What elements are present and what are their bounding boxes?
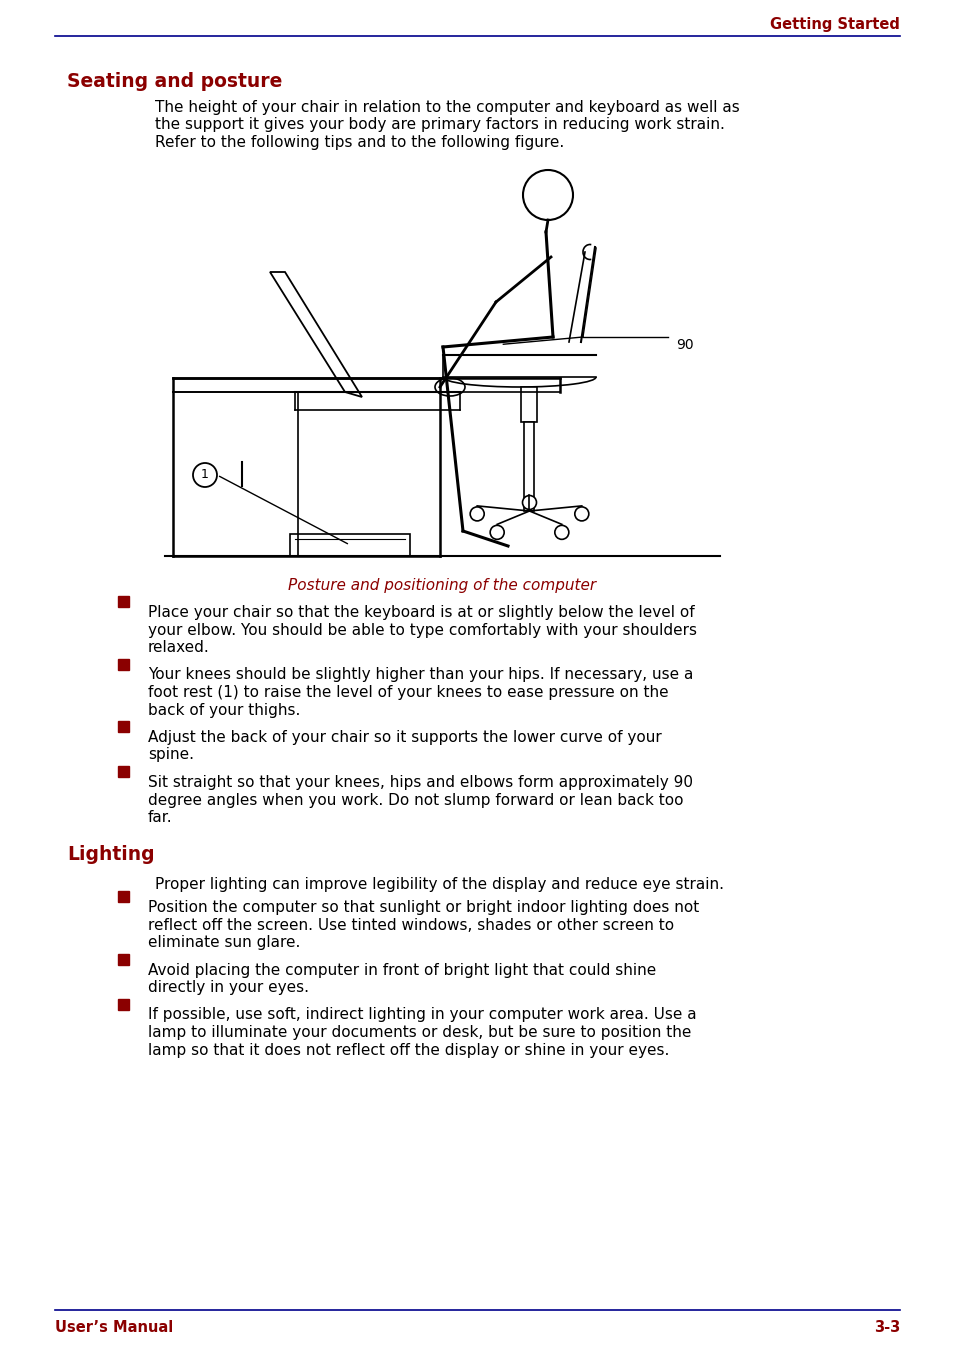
Text: Position the computer so that sunlight or bright indoor lighting does not: Position the computer so that sunlight o… bbox=[148, 900, 699, 915]
Bar bbox=[118, 720, 129, 733]
Bar bbox=[290, 534, 410, 556]
Bar bbox=[521, 387, 537, 422]
Text: foot rest (1) to raise the level of your knees to ease pressure on the: foot rest (1) to raise the level of your… bbox=[148, 685, 668, 700]
Text: relaxed.: relaxed. bbox=[148, 639, 210, 656]
Circle shape bbox=[555, 525, 568, 540]
Circle shape bbox=[522, 170, 573, 220]
Text: Proper lighting can improve legibility of the display and reduce eye strain.: Proper lighting can improve legibility o… bbox=[154, 877, 723, 893]
Text: reflect off the screen. Use tinted windows, shades or other screen to: reflect off the screen. Use tinted windo… bbox=[148, 917, 674, 932]
Text: If possible, use soft, indirect lighting in your computer work area. Use a: If possible, use soft, indirect lighting… bbox=[148, 1008, 696, 1023]
Text: the support it gives your body are primary factors in reducing work strain.: the support it gives your body are prima… bbox=[154, 117, 724, 132]
Bar bbox=[118, 766, 129, 777]
Text: Posture and positioning of the computer: Posture and positioning of the computer bbox=[288, 577, 596, 594]
Text: The height of your chair in relation to the computer and keyboard as well as: The height of your chair in relation to … bbox=[154, 100, 739, 115]
Text: spine.: spine. bbox=[148, 747, 193, 762]
Bar bbox=[524, 422, 534, 511]
Text: Your knees should be slightly higher than your hips. If necessary, use a: Your knees should be slightly higher tha… bbox=[148, 668, 693, 683]
Circle shape bbox=[470, 507, 484, 521]
Text: degree angles when you work. Do not slump forward or lean back too: degree angles when you work. Do not slum… bbox=[148, 792, 682, 808]
Text: Adjust the back of your chair so it supports the lower curve of your: Adjust the back of your chair so it supp… bbox=[148, 730, 661, 745]
Polygon shape bbox=[270, 272, 361, 397]
Text: eliminate sun glare.: eliminate sun glare. bbox=[148, 935, 300, 950]
Bar bbox=[118, 954, 129, 965]
Ellipse shape bbox=[435, 378, 464, 397]
Text: Avoid placing the computer in front of bright light that could shine: Avoid placing the computer in front of b… bbox=[148, 962, 656, 978]
Text: Refer to the following tips and to the following figure.: Refer to the following tips and to the f… bbox=[154, 135, 563, 150]
Text: User’s Manual: User’s Manual bbox=[55, 1321, 173, 1336]
Text: 90: 90 bbox=[676, 339, 693, 352]
Text: 1: 1 bbox=[201, 468, 209, 482]
Text: 3-3: 3-3 bbox=[873, 1321, 899, 1336]
Text: lamp so that it does not reflect off the display or shine in your eyes.: lamp so that it does not reflect off the… bbox=[148, 1043, 669, 1058]
Circle shape bbox=[522, 495, 536, 510]
Bar bbox=[118, 658, 129, 669]
Text: Lighting: Lighting bbox=[67, 846, 154, 865]
Bar bbox=[118, 596, 129, 607]
Bar bbox=[118, 890, 129, 902]
Circle shape bbox=[575, 507, 588, 521]
Text: Seating and posture: Seating and posture bbox=[67, 71, 282, 90]
Text: far.: far. bbox=[148, 809, 172, 826]
Bar bbox=[118, 998, 129, 1009]
Text: back of your thighs.: back of your thighs. bbox=[148, 703, 300, 718]
Text: Getting Started: Getting Started bbox=[769, 16, 899, 31]
Circle shape bbox=[490, 525, 503, 540]
Circle shape bbox=[193, 463, 216, 487]
Text: directly in your eyes.: directly in your eyes. bbox=[148, 979, 309, 996]
Text: Sit straight so that your knees, hips and elbows form approximately 90: Sit straight so that your knees, hips an… bbox=[148, 774, 692, 791]
Text: Place your chair so that the keyboard is at or slightly below the level of: Place your chair so that the keyboard is… bbox=[148, 604, 694, 621]
Text: your elbow. You should be able to type comfortably with your shoulders: your elbow. You should be able to type c… bbox=[148, 622, 697, 638]
Text: lamp to illuminate your documents or desk, but be sure to position the: lamp to illuminate your documents or des… bbox=[148, 1025, 691, 1040]
